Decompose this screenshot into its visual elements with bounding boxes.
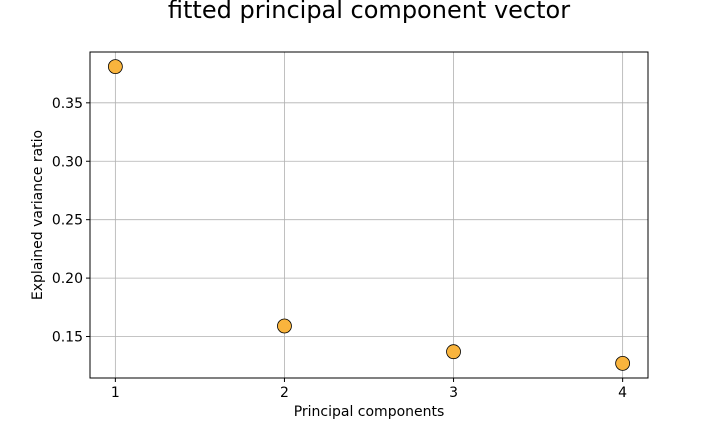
data-point xyxy=(107,59,123,75)
x-axis-label: Principal components xyxy=(294,404,445,420)
y-axis-label: Explained variance ratio xyxy=(30,130,46,300)
x-tick-label: 2 xyxy=(280,385,289,401)
plot-frame xyxy=(89,51,649,379)
chart-title: fitted principal component vector xyxy=(168,0,570,24)
x-tick-label: 1 xyxy=(111,385,120,401)
x-axis-ticks: 1 2 3 4 xyxy=(111,378,627,401)
data-point xyxy=(615,355,631,371)
data-point xyxy=(277,318,292,334)
y-axis-ticks: 0.15 0.20 0.25 0.30 0.35 xyxy=(52,96,90,346)
x-tick-label: 4 xyxy=(618,385,627,401)
y-tick-label: 0.20 xyxy=(52,271,83,287)
x-tick-label: 3 xyxy=(449,385,458,401)
y-tick-label: 0.25 xyxy=(52,213,83,229)
grid xyxy=(90,52,648,378)
y-tick-label: 0.30 xyxy=(52,154,83,170)
data-points xyxy=(107,59,631,371)
y-tick-label: 0.35 xyxy=(52,96,83,112)
data-point xyxy=(446,344,461,360)
y-tick-label: 0.15 xyxy=(52,330,83,346)
